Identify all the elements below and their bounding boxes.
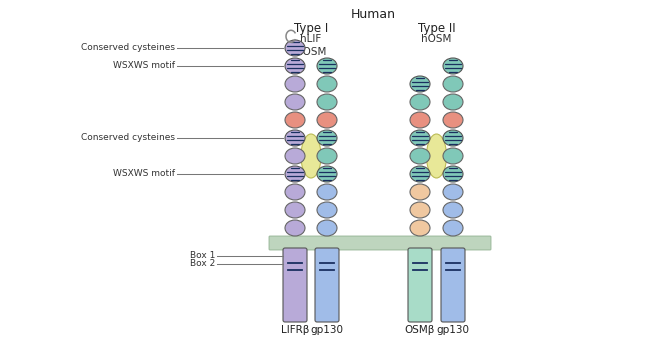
- Text: Human: Human: [351, 8, 396, 21]
- Text: gp130: gp130: [437, 325, 469, 335]
- Ellipse shape: [410, 112, 430, 128]
- FancyBboxPatch shape: [408, 248, 432, 322]
- Ellipse shape: [410, 220, 430, 236]
- Ellipse shape: [443, 58, 463, 74]
- Ellipse shape: [443, 76, 463, 92]
- Text: Conserved cysteines: Conserved cysteines: [81, 44, 175, 52]
- Ellipse shape: [443, 130, 463, 146]
- FancyBboxPatch shape: [441, 248, 465, 322]
- Text: WSXWS motif: WSXWS motif: [113, 62, 175, 70]
- Text: LIFRβ: LIFRβ: [281, 325, 309, 335]
- Ellipse shape: [443, 202, 463, 218]
- Ellipse shape: [410, 166, 430, 182]
- Text: WSXWS motif: WSXWS motif: [113, 170, 175, 178]
- Text: Box 1: Box 1: [190, 252, 215, 260]
- Ellipse shape: [317, 58, 337, 74]
- Ellipse shape: [317, 166, 337, 182]
- Text: hLIF
hOSM: hLIF hOSM: [296, 34, 326, 57]
- Ellipse shape: [285, 148, 305, 164]
- Ellipse shape: [443, 166, 463, 182]
- Text: gp130: gp130: [311, 325, 343, 335]
- Text: OSMβ: OSMβ: [405, 325, 436, 335]
- Ellipse shape: [285, 130, 305, 146]
- Ellipse shape: [317, 184, 337, 200]
- Text: Type I: Type I: [294, 22, 328, 35]
- Text: Conserved cysteines: Conserved cysteines: [81, 134, 175, 142]
- Ellipse shape: [410, 76, 430, 92]
- Ellipse shape: [443, 184, 463, 200]
- Ellipse shape: [410, 202, 430, 218]
- FancyBboxPatch shape: [315, 248, 339, 322]
- Ellipse shape: [410, 130, 430, 146]
- Ellipse shape: [426, 134, 447, 178]
- Ellipse shape: [317, 94, 337, 110]
- Text: hOSM: hOSM: [421, 34, 452, 44]
- Ellipse shape: [317, 76, 337, 92]
- Ellipse shape: [285, 58, 305, 74]
- Ellipse shape: [317, 202, 337, 218]
- Ellipse shape: [410, 184, 430, 200]
- Ellipse shape: [443, 148, 463, 164]
- Ellipse shape: [285, 166, 305, 182]
- Ellipse shape: [285, 40, 305, 56]
- Ellipse shape: [410, 94, 430, 110]
- Ellipse shape: [317, 112, 337, 128]
- Ellipse shape: [443, 220, 463, 236]
- Ellipse shape: [285, 76, 305, 92]
- Ellipse shape: [317, 148, 337, 164]
- Ellipse shape: [285, 220, 305, 236]
- Ellipse shape: [410, 148, 430, 164]
- Ellipse shape: [285, 94, 305, 110]
- Ellipse shape: [317, 220, 337, 236]
- Ellipse shape: [443, 112, 463, 128]
- Ellipse shape: [285, 112, 305, 128]
- FancyBboxPatch shape: [269, 236, 491, 250]
- Ellipse shape: [317, 130, 337, 146]
- Ellipse shape: [285, 202, 305, 218]
- FancyBboxPatch shape: [283, 248, 307, 322]
- Ellipse shape: [285, 184, 305, 200]
- Text: Type II: Type II: [418, 22, 455, 35]
- Text: Box 2: Box 2: [190, 259, 215, 269]
- Ellipse shape: [301, 134, 321, 178]
- Ellipse shape: [443, 94, 463, 110]
